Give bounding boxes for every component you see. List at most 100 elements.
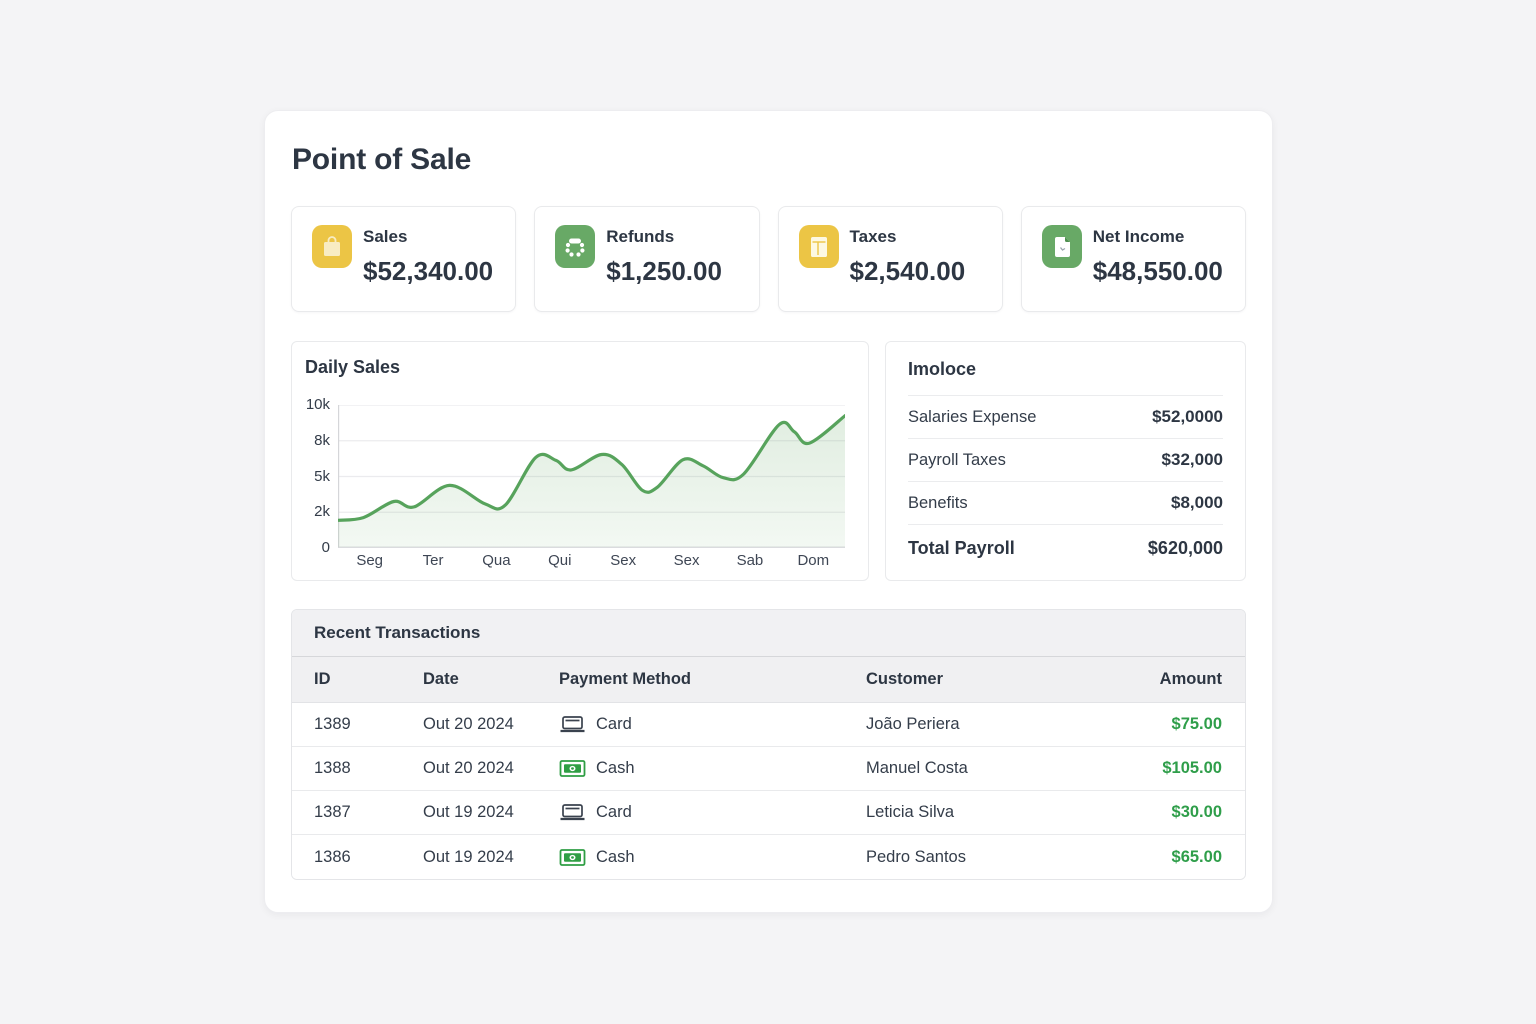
column-header-amount: Amount (1159, 670, 1222, 688)
payroll-row-value: $52,0000 (1152, 407, 1223, 426)
payroll-row: Benefits $8,000 (908, 482, 1223, 525)
chart-plot-area (338, 405, 845, 548)
cash-icon (559, 848, 586, 867)
card-icon (559, 803, 586, 822)
transaction-customer: Manuel Costa (866, 759, 968, 777)
transactions-section-title: Recent Transactions (292, 610, 1245, 657)
chart-area-fill (338, 415, 845, 547)
transaction-id: 1389 (314, 715, 351, 733)
transaction-payment-method: Card (559, 803, 866, 822)
transaction-row: 1387 Out 19 2024 Card Leticia Silva $30.00 (292, 791, 1245, 835)
transaction-amount: $30.00 (1171, 803, 1222, 821)
payroll-panel-title: Imoloce (908, 359, 1223, 396)
x-axis-tick-label: Sab (736, 552, 764, 569)
document-icon (1041, 225, 1082, 268)
stat-card-sales: Sales $52,340.00 (291, 206, 517, 312)
transaction-payment-method: Cash (559, 759, 866, 778)
transactions-header-row: ID Date Payment Method Customer Amount (292, 657, 1245, 703)
transaction-payment-method: Cash (559, 848, 866, 867)
payroll-row-value: $32,000 (1161, 450, 1223, 469)
y-axis-tick-label: 0 (321, 539, 330, 556)
x-axis-tick-label: Sex (610, 552, 637, 569)
refund-dots-icon (555, 225, 596, 268)
stat-label: Taxes (849, 227, 897, 246)
transaction-row: 1388 Out 20 2024 Cash Manuel Costa $105.00 (292, 747, 1245, 791)
x-axis-tick-label: Seg (356, 552, 384, 569)
daily-sales-chart (338, 405, 845, 548)
payroll-row: Salaries Expense $52,0000 (908, 396, 1223, 439)
transaction-date: Out 20 2024 (423, 759, 514, 777)
stat-text: Net Income $48,550.00 (1093, 227, 1223, 311)
transaction-row: 1389 Out 20 2024 Card João Periera $75.00 (292, 703, 1245, 747)
transaction-date: Out 19 2024 (423, 847, 514, 866)
payment-method-label: Cash (596, 759, 635, 777)
stat-cards-row: Sales $52,340.00 Refunds $1,250.00 Taxes $2,5… (291, 206, 1246, 312)
cash-icon (559, 759, 586, 778)
x-axis-tick-label: Qua (482, 552, 511, 569)
stat-text: Refunds $1,250.00 (606, 227, 722, 311)
transaction-id: 1388 (314, 759, 351, 777)
stat-label: Net Income (1092, 227, 1185, 246)
card-icon (559, 715, 586, 734)
chart-x-axis: Seg Ter Qua Qui Sex Sex Sab Dom (338, 552, 845, 569)
stat-value: $52,340.00 (363, 256, 494, 286)
page-title: Point of Sale (292, 143, 472, 176)
payroll-row-label: Salaries Expense (908, 407, 1037, 426)
stat-card-net-income: Net Income $48,550.00 (1020, 206, 1246, 312)
pos-dashboard-card: Point of Sale Sales $52,340.00 Refunds $1,2… (264, 110, 1273, 913)
transaction-id: 1386 (314, 847, 351, 866)
y-axis-tick-label: 8k (314, 431, 330, 449)
payroll-row-label: Benefits (908, 493, 968, 512)
x-axis-tick-label: Sex (673, 552, 700, 569)
transaction-amount: $75.00 (1171, 715, 1222, 733)
payroll-total-row: Total Payroll $620,000 (908, 525, 1223, 572)
transaction-date: Out 20 2024 (423, 715, 514, 733)
stat-value: $1,250.00 (606, 256, 722, 286)
transaction-payment-method: Card (559, 715, 866, 734)
payment-method-label: Cash (596, 847, 635, 866)
payroll-row-value: $8,000 (1171, 493, 1223, 512)
transaction-customer: Leticia Silva (866, 803, 955, 821)
payroll-row-label: Payroll Taxes (908, 450, 1006, 469)
payment-method-label: Card (596, 715, 632, 733)
x-axis-tick-label: Ter (422, 552, 444, 569)
stat-label: Refunds (606, 227, 675, 246)
payment-method-label: Card (596, 803, 632, 821)
chart-line (338, 414, 845, 522)
middle-row: Daily Sales 10k 8k 5k 2k 0 Seg Ter Qua Qui Sex Se… (291, 341, 1246, 581)
receipt-icon (798, 225, 839, 268)
payroll-total-value: $620,000 (1147, 538, 1223, 558)
x-axis-tick-label: Qui (548, 552, 572, 569)
transaction-customer: João Periera (866, 715, 960, 733)
y-axis-tick-label: 10k (305, 396, 330, 413)
payroll-total-label: Total Payroll (908, 538, 1015, 558)
transaction-customer: Pedro Santos (866, 847, 966, 866)
stat-label: Sales (363, 227, 408, 246)
stat-text: Taxes $2,540.00 (850, 227, 966, 311)
daily-sales-panel: Daily Sales 10k 8k 5k 2k 0 Seg Ter Qua Qui Sex Se… (291, 341, 869, 581)
stat-text: Sales $52,340.00 (363, 227, 493, 311)
shopping-bag-icon (312, 225, 352, 268)
stat-card-refunds: Refunds $1,250.00 (534, 206, 760, 312)
stat-value: $48,550.00 (1092, 256, 1223, 286)
stat-card-taxes: Taxes $2,540.00 (777, 206, 1003, 312)
transaction-amount: $105.00 (1162, 759, 1222, 777)
column-header-id: ID (314, 670, 331, 688)
y-axis-tick-label: 2k (314, 503, 330, 521)
payroll-panel: Imoloce Salaries Expense $52,0000 Payroll … (885, 341, 1246, 581)
x-axis-tick-label: Dom (797, 552, 830, 569)
recent-transactions-section: Recent Transactions ID Date Payment Meth… (291, 609, 1246, 880)
transaction-amount: $65.00 (1171, 847, 1222, 866)
transaction-row: 1386 Out 19 2024 Cash Pedro Santos $65.00 (292, 835, 1245, 879)
payroll-row: Payroll Taxes $32,000 (908, 439, 1223, 482)
column-header-payment-method: Payment Method (559, 670, 692, 688)
payroll-rows: Salaries Expense $52,0000 Payroll Taxes $32… (908, 396, 1223, 525)
transactions-rows: 1389 Out 20 2024 Card João Periera $75.00 138… (292, 703, 1245, 879)
column-header-customer: Customer (866, 670, 944, 688)
chart-title: Daily Sales (305, 357, 401, 377)
transaction-id: 1387 (314, 803, 351, 821)
y-axis-tick-label: 5k (314, 467, 330, 485)
transaction-date: Out 19 2024 (423, 803, 514, 821)
column-header-date: Date (423, 670, 459, 688)
